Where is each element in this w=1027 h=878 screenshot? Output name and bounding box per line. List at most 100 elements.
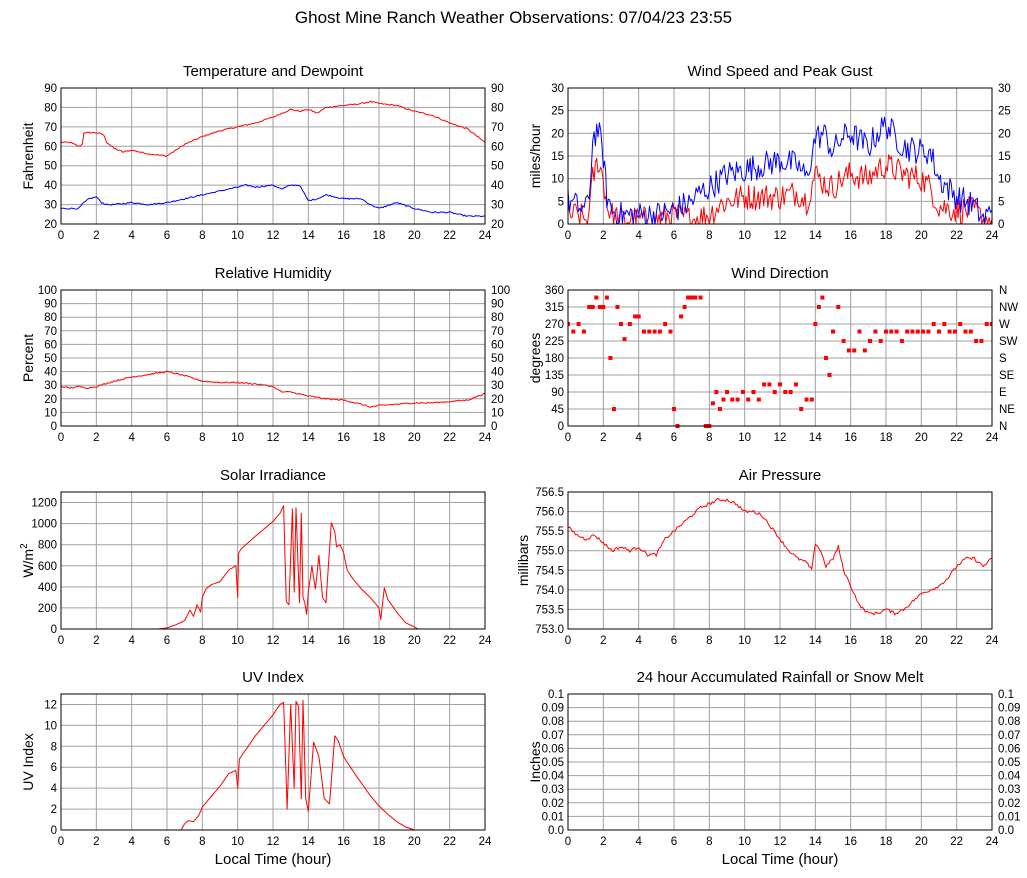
x-tick-label: 24	[479, 836, 492, 848]
x-tick-label: 24	[479, 230, 492, 242]
y-tick-label: 400	[38, 582, 57, 594]
x-tick-label: 6	[164, 836, 170, 848]
compass-label: SE	[999, 370, 1015, 382]
y-tick-label-right: 90	[491, 83, 504, 95]
x-tick-label: 16	[844, 635, 857, 647]
x-tick-label: 22	[443, 836, 456, 848]
y-tick-label: 80	[44, 102, 57, 114]
x-tick-label: 4	[635, 635, 642, 647]
x-tick-label: 18	[880, 836, 893, 848]
data-point	[746, 397, 751, 402]
y-tick-label: 600	[38, 561, 57, 573]
data-point	[783, 390, 788, 394]
y-tick-label: 0	[51, 421, 57, 433]
y-tick-label-right: 0.0	[998, 825, 1014, 837]
data-point	[827, 373, 832, 377]
y-tick-label-right: 0.02	[998, 798, 1020, 810]
data-point	[717, 407, 722, 411]
y-tick-label: 60	[44, 339, 57, 351]
x-tick-label: 0	[58, 836, 64, 848]
y-tick-label: 40	[44, 180, 57, 192]
x-tick-label: 8	[706, 635, 712, 647]
y-tick-label: 0.02	[542, 798, 564, 810]
y-tick-label: 0	[51, 825, 57, 837]
x-tick-label: 0	[565, 432, 571, 444]
y-tick-label: 755.5	[535, 526, 564, 538]
data-point	[984, 322, 989, 326]
y-tick-label: 1200	[31, 498, 57, 510]
y-tick-label: 0	[558, 219, 564, 231]
y-tick-label: 90	[44, 299, 57, 311]
data-point	[963, 329, 968, 334]
x-tick-label: 0	[58, 635, 64, 647]
x-tick-label: 8	[199, 230, 205, 242]
y-tick-label: 755.0	[535, 546, 564, 558]
data-point	[633, 314, 638, 319]
y-tick-label-right: 50	[491, 161, 504, 173]
y-tick-label-right: 80	[491, 102, 504, 114]
x-tick-label: 2	[600, 230, 606, 242]
y-tick-label-right: 90	[491, 299, 504, 311]
data-point	[809, 397, 814, 402]
y-tick-label-right: 40	[491, 367, 504, 379]
data-point	[604, 295, 609, 300]
data-point	[652, 329, 657, 334]
y-tick-label: 8	[51, 741, 57, 753]
data-point	[862, 348, 867, 353]
data-point	[730, 397, 735, 402]
data-point	[931, 322, 936, 326]
y-tick-label-right: 20	[491, 219, 504, 231]
y-tick-label: 80	[44, 312, 57, 324]
y-tick-label: 135	[545, 370, 564, 382]
y-tick-label-right: 50	[491, 353, 504, 365]
data-point	[571, 329, 576, 334]
x-tick-label: 8	[199, 836, 205, 848]
uv-title: UV Index	[242, 669, 304, 686]
x-tick-label: 10	[231, 635, 244, 647]
x-tick-label: 22	[443, 432, 456, 444]
x-tick-label: 22	[950, 432, 963, 444]
y-tick-label: 0.08	[542, 716, 564, 728]
y-tick-label: 225	[545, 336, 564, 348]
y-tick-label: 0.01	[542, 811, 564, 823]
y-tick-label-right: 0.03	[998, 784, 1020, 796]
data-point	[979, 339, 984, 343]
data-point	[619, 322, 623, 326]
rain-frame	[567, 693, 993, 831]
data-point	[608, 356, 613, 360]
temp-series-0-line	[61, 100, 485, 157]
y-tick-label-right: 10	[998, 174, 1011, 186]
data-point	[836, 305, 841, 309]
x-tick-label: 18	[373, 836, 386, 848]
y-tick-label-right: 30	[998, 83, 1011, 95]
x-tick-label: 12	[267, 230, 280, 242]
rh-title: Relative Humidity	[215, 265, 332, 282]
x-tick-label: 2	[93, 635, 99, 647]
x-tick-label: 18	[880, 635, 893, 647]
y-tick-label: 0.0	[548, 825, 564, 837]
data-point	[568, 322, 570, 326]
y-tick-label: 360	[545, 285, 564, 297]
compass-label: W	[999, 319, 1010, 331]
x-tick-label: 8	[706, 432, 712, 444]
wind-ylabel: miles/hour	[527, 123, 543, 188]
rain-grid	[567, 693, 993, 831]
y-tick-label: 0.1	[548, 689, 564, 701]
y-tick-label: 756.5	[535, 487, 564, 499]
x-tick-label: 14	[809, 836, 822, 848]
y-tick-label: 200	[38, 603, 57, 615]
y-tick-label: 1000	[31, 519, 57, 531]
x-tick-label: 18	[373, 635, 386, 647]
wind-frame	[567, 87, 993, 225]
y-tick-label-right: 20	[998, 128, 1011, 140]
wdir-grid	[567, 289, 993, 427]
y-tick-label: 10	[44, 720, 57, 732]
data-point	[884, 329, 888, 334]
y-tick-label: 70	[44, 122, 57, 134]
x-tick-label: 4	[128, 432, 135, 444]
pressure-series-0-line	[568, 498, 992, 616]
compass-label: NW	[999, 302, 1018, 314]
rain-title: 24 hour Accumulated Rainfall or Snow Mel…	[637, 669, 925, 686]
x-tick-label: 20	[408, 230, 421, 242]
